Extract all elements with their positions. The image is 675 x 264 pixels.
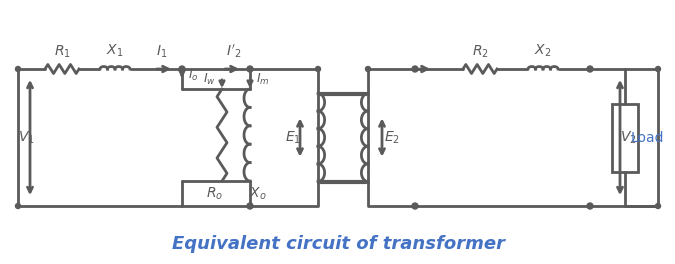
Text: $X_1$: $X_1$	[107, 43, 124, 59]
Text: $R_o$: $R_o$	[207, 186, 223, 202]
Text: $V_2$: $V_2$	[620, 129, 637, 146]
Text: $I_m$: $I_m$	[256, 72, 270, 87]
Circle shape	[587, 66, 593, 72]
Bar	[612, 103, 638, 172]
Circle shape	[16, 204, 20, 209]
Text: $I_1$: $I_1$	[157, 44, 167, 60]
Text: $I'_2$: $I'_2$	[226, 42, 242, 60]
Text: Load: Load	[630, 130, 664, 144]
Text: $E_1$: $E_1$	[285, 129, 301, 146]
Text: $E_2$: $E_2$	[384, 129, 400, 146]
Circle shape	[315, 67, 321, 72]
Circle shape	[655, 67, 661, 72]
Circle shape	[412, 66, 418, 72]
Circle shape	[247, 66, 253, 72]
Circle shape	[16, 67, 20, 72]
Circle shape	[365, 67, 371, 72]
Text: $R_2$: $R_2$	[472, 44, 489, 60]
Text: $R_1$: $R_1$	[53, 44, 70, 60]
Circle shape	[655, 204, 661, 209]
Text: $V_1$: $V_1$	[18, 129, 34, 146]
Circle shape	[179, 66, 185, 72]
Text: Equivalent circuit of transformer: Equivalent circuit of transformer	[171, 235, 504, 253]
Circle shape	[247, 203, 253, 209]
Circle shape	[412, 203, 418, 209]
Text: $I_o$: $I_o$	[188, 67, 198, 83]
Text: $I_w$: $I_w$	[202, 72, 215, 87]
Circle shape	[587, 203, 593, 209]
Text: $X_o$: $X_o$	[249, 186, 267, 202]
Text: $X_2$: $X_2$	[535, 43, 551, 59]
